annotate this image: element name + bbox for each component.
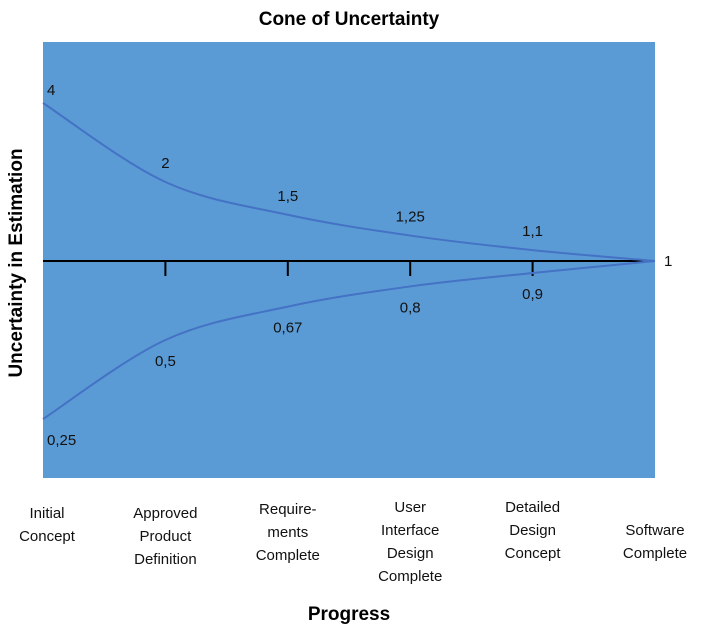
data-label: 0,9 xyxy=(522,286,543,303)
data-label: 0,67 xyxy=(273,320,302,337)
data-label: 0,5 xyxy=(155,353,176,370)
category-label: Software Complete xyxy=(623,522,687,562)
category-label: User Interface Design Complete xyxy=(378,499,442,585)
category-label: Approved Product Definition xyxy=(133,505,197,568)
data-label: 1 xyxy=(664,253,672,270)
data-label: 2 xyxy=(161,155,169,172)
data-label: 0,25 xyxy=(47,432,76,449)
category-label: Requirе-ments Complete xyxy=(256,501,320,564)
category-label: Detailed Design Concept xyxy=(505,499,562,562)
data-label: 1,25 xyxy=(396,209,425,226)
x-axis-label: Progress xyxy=(308,604,390,625)
series-line-lower xyxy=(42,260,656,420)
data-label: 0,8 xyxy=(400,299,421,316)
series-line-upper xyxy=(42,102,656,262)
data-label: 1,5 xyxy=(277,188,298,205)
category-label: Initial Concept xyxy=(19,505,76,545)
data-label: 1,1 xyxy=(522,223,543,240)
data-label: 4 xyxy=(47,82,55,99)
y-axis-label: Uncertainty in Estimation xyxy=(6,148,27,377)
chart-title: Cone of Uncertainty xyxy=(259,9,440,30)
